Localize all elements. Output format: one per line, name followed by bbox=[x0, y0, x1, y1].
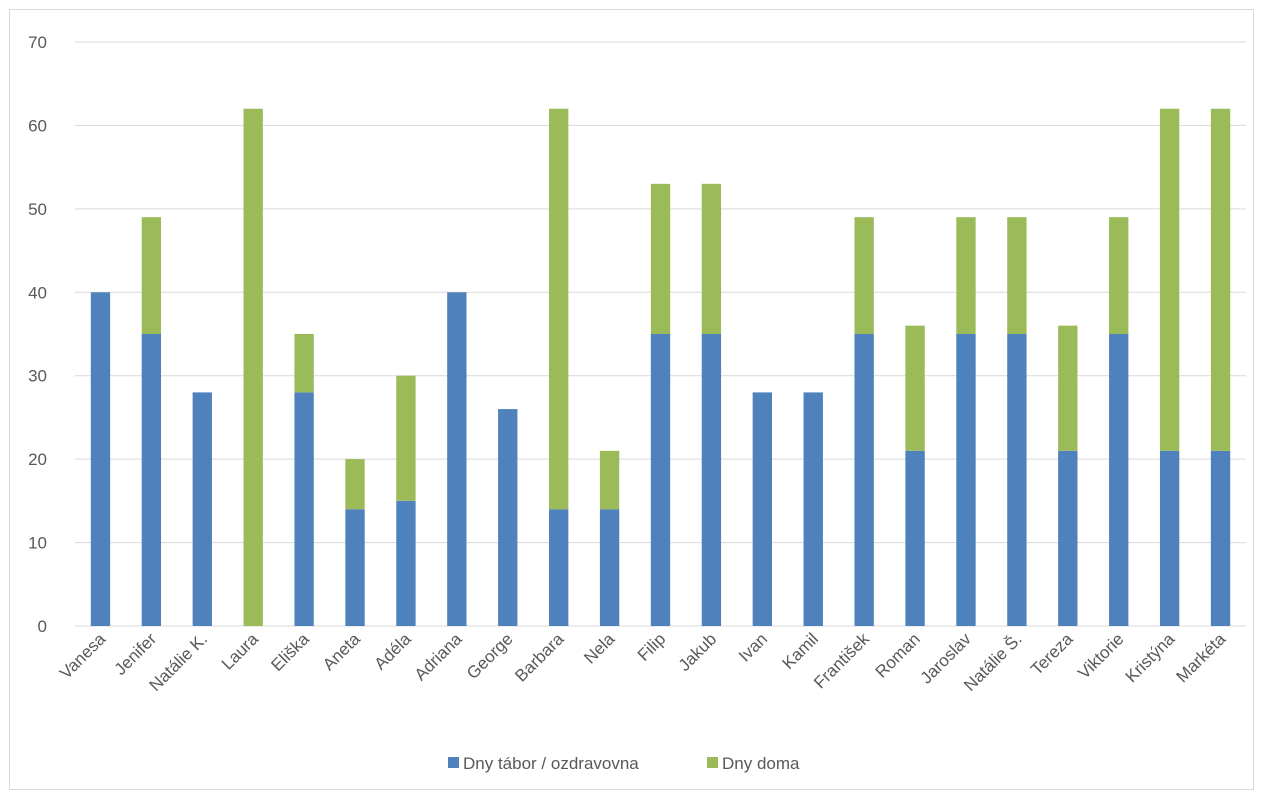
bar-dny-doma bbox=[1210, 108, 1231, 451]
bar-dny-doma bbox=[243, 108, 263, 626]
y-tick-label: 70 bbox=[28, 33, 47, 52]
legend-swatch-dny-tabor bbox=[448, 757, 459, 768]
bar-dny-tabor bbox=[803, 392, 823, 626]
bar-dny-tabor bbox=[294, 392, 314, 626]
bar-dny-doma bbox=[1109, 217, 1129, 334]
y-tick-label: 10 bbox=[28, 534, 47, 553]
bar-dny-doma bbox=[141, 217, 162, 334]
bar-dny-doma bbox=[396, 375, 416, 501]
x-category-label: Vanesa bbox=[56, 629, 110, 683]
x-category-label: Jakub bbox=[675, 629, 721, 675]
bar-dny-doma bbox=[345, 459, 365, 510]
y-tick-label: 20 bbox=[28, 450, 47, 469]
x-category-label: Viktorie bbox=[1074, 629, 1127, 682]
y-tick-label: 30 bbox=[28, 367, 47, 386]
x-category-label: Eliška bbox=[267, 629, 313, 675]
bar-dny-doma bbox=[956, 217, 976, 334]
bar-dny-tabor bbox=[1109, 334, 1129, 626]
bar-dny-tabor bbox=[1058, 450, 1078, 626]
x-category-label: Jenifer bbox=[111, 629, 161, 679]
bar-dny-doma bbox=[701, 183, 722, 334]
bar-dny-doma bbox=[905, 325, 925, 451]
bar-dny-doma bbox=[294, 334, 314, 393]
x-category-label: Barbara bbox=[511, 629, 568, 686]
x-category-label: Ivan bbox=[735, 629, 771, 665]
x-category-label: Kristýna bbox=[1122, 629, 1179, 686]
y-tick-label: 0 bbox=[38, 617, 47, 636]
bar-dny-tabor bbox=[1210, 450, 1231, 626]
y-tick-label: 40 bbox=[28, 283, 47, 302]
bar-dny-doma bbox=[650, 183, 671, 334]
y-tick-label: 60 bbox=[28, 116, 47, 135]
x-category-label: Nela bbox=[580, 629, 619, 668]
bar-dny-doma bbox=[1159, 108, 1180, 451]
bar-dny-doma bbox=[549, 108, 569, 510]
bar-dny-tabor bbox=[956, 334, 976, 626]
x-category-label: Adriana bbox=[411, 629, 466, 684]
bar-dny-tabor bbox=[141, 334, 162, 626]
x-category-label: Kamil bbox=[779, 629, 822, 672]
bar-dny-tabor bbox=[752, 392, 772, 626]
bars bbox=[90, 108, 1231, 626]
x-category-label: Filip bbox=[634, 629, 669, 664]
bar-dny-tabor bbox=[1007, 334, 1027, 626]
legend-label-dny-tabor: Dny tábor / ozdravovna bbox=[463, 754, 639, 773]
bar-dny-doma bbox=[854, 217, 874, 334]
x-category-label: Aneta bbox=[319, 629, 364, 674]
legend: Dny tábor / ozdravovna Dny doma bbox=[448, 754, 800, 773]
y-tick-label: 50 bbox=[28, 200, 47, 219]
bar-dny-tabor bbox=[599, 509, 620, 626]
legend-label-dny-doma: Dny doma bbox=[722, 754, 800, 773]
bar-dny-doma bbox=[1007, 217, 1027, 334]
legend-swatch-dny-doma bbox=[707, 757, 718, 768]
bar-dny-tabor bbox=[396, 500, 416, 626]
x-category-label: Adéla bbox=[371, 629, 416, 674]
bar-dny-tabor bbox=[345, 509, 365, 626]
bar-dny-tabor bbox=[90, 292, 111, 626]
y-axis-ticks: 0 10 20 30 40 50 60 70 bbox=[28, 33, 47, 636]
bar-dny-tabor bbox=[498, 409, 518, 626]
bar-dny-tabor bbox=[701, 334, 722, 626]
bar-dny-tabor bbox=[447, 292, 467, 626]
x-category-label: Laura bbox=[218, 629, 263, 674]
bar-dny-doma bbox=[599, 450, 620, 510]
bar-dny-tabor bbox=[1159, 450, 1180, 626]
bar-dny-tabor bbox=[905, 450, 925, 626]
x-category-label: Markéta bbox=[1173, 629, 1230, 686]
x-category-label: Tereza bbox=[1027, 629, 1077, 679]
bar-dny-doma bbox=[1058, 325, 1078, 451]
bar-dny-tabor bbox=[650, 334, 671, 626]
bar-dny-tabor bbox=[854, 334, 874, 626]
bar-dny-tabor bbox=[549, 509, 569, 626]
chart-frame: 0 10 20 30 40 50 60 70 Vanesa Jenifer Natálie K. L… bbox=[9, 9, 1254, 790]
x-category-label: George bbox=[463, 629, 517, 683]
bar-dny-tabor bbox=[192, 392, 212, 626]
x-category-label: František bbox=[810, 629, 873, 692]
